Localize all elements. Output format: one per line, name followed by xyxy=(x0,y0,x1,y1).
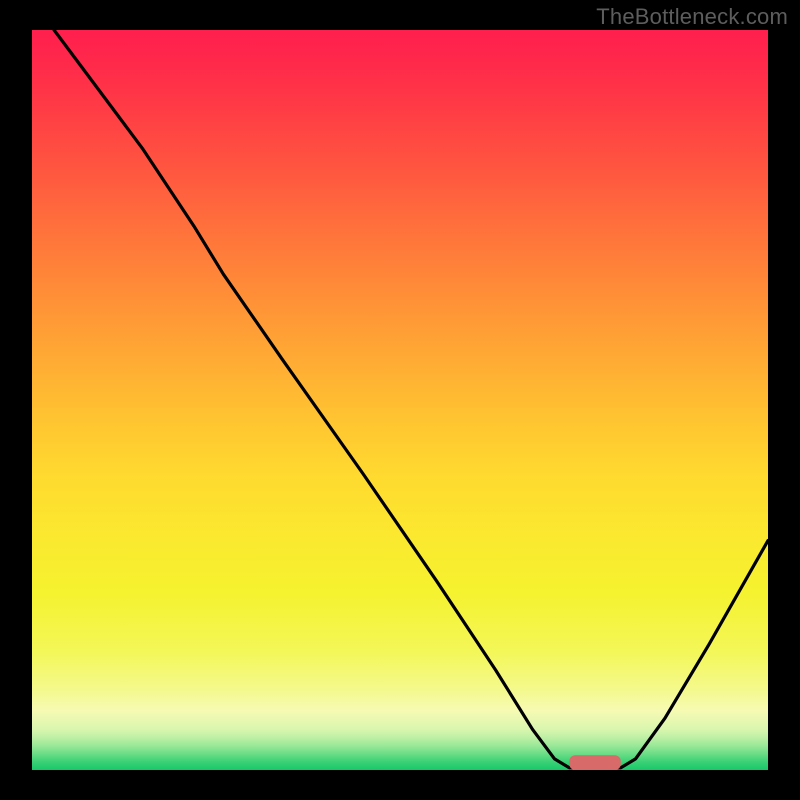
plot-area xyxy=(32,30,768,770)
marker-pill xyxy=(569,755,621,770)
curve-svg xyxy=(32,30,768,770)
chart-container: TheBottleneck.com xyxy=(0,0,800,800)
watermark-text: TheBottleneck.com xyxy=(596,4,788,30)
gradient-bg xyxy=(32,30,768,770)
